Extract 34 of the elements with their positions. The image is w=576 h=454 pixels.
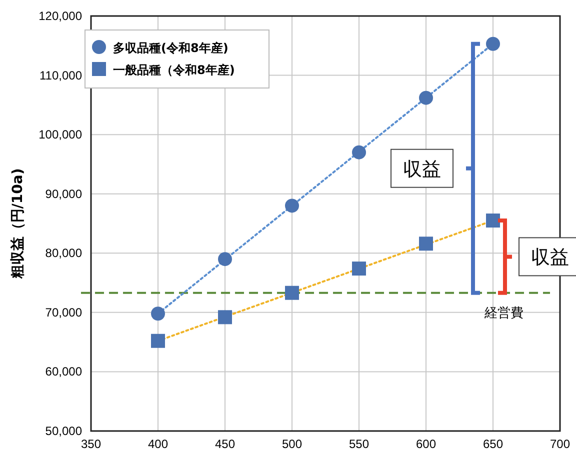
x-tick-label: 500: [282, 437, 302, 451]
x-tick-label: 450: [214, 437, 236, 451]
annotation: 収益: [531, 246, 569, 269]
point: [419, 236, 433, 251]
y-tick-label: 70,000: [45, 305, 82, 320]
point: [285, 198, 299, 213]
point: [486, 214, 500, 228]
annotation: 収益: [403, 158, 441, 180]
point: [151, 334, 165, 348]
legend-label: 多収品種(令和8年産): [113, 41, 228, 55]
y-tick-label: 100,000: [38, 128, 82, 142]
point: [352, 145, 366, 160]
point: [151, 306, 165, 321]
x-tick-label: 650: [482, 437, 504, 451]
point: [486, 36, 500, 51]
y-tick-label: 90,000: [45, 186, 82, 201]
y-tick-label: 110,000: [40, 68, 82, 82]
y-axis-title: 粗収益（円/10a): [10, 168, 26, 280]
x-tick-label: 400: [148, 437, 168, 451]
x-tick-label: 700: [550, 437, 570, 451]
x-tick-label: 350: [80, 437, 102, 451]
x-tick-label: 550: [348, 437, 370, 451]
point: [285, 286, 299, 300]
point: [218, 252, 232, 266]
point: [352, 262, 366, 276]
point: [218, 310, 232, 324]
y-tick-label: 80,000: [45, 246, 82, 260]
ref-line-label: 経営費: [484, 306, 524, 321]
y-tick-label: 120,000: [38, 9, 82, 23]
legend-label: 一般品種（令和8年産): [113, 63, 235, 77]
y-tick-label: 50,000: [45, 424, 82, 438]
y-tick-label: 60,000: [45, 364, 82, 379]
x-tick-label: 600: [416, 437, 436, 451]
point: [419, 90, 433, 105]
